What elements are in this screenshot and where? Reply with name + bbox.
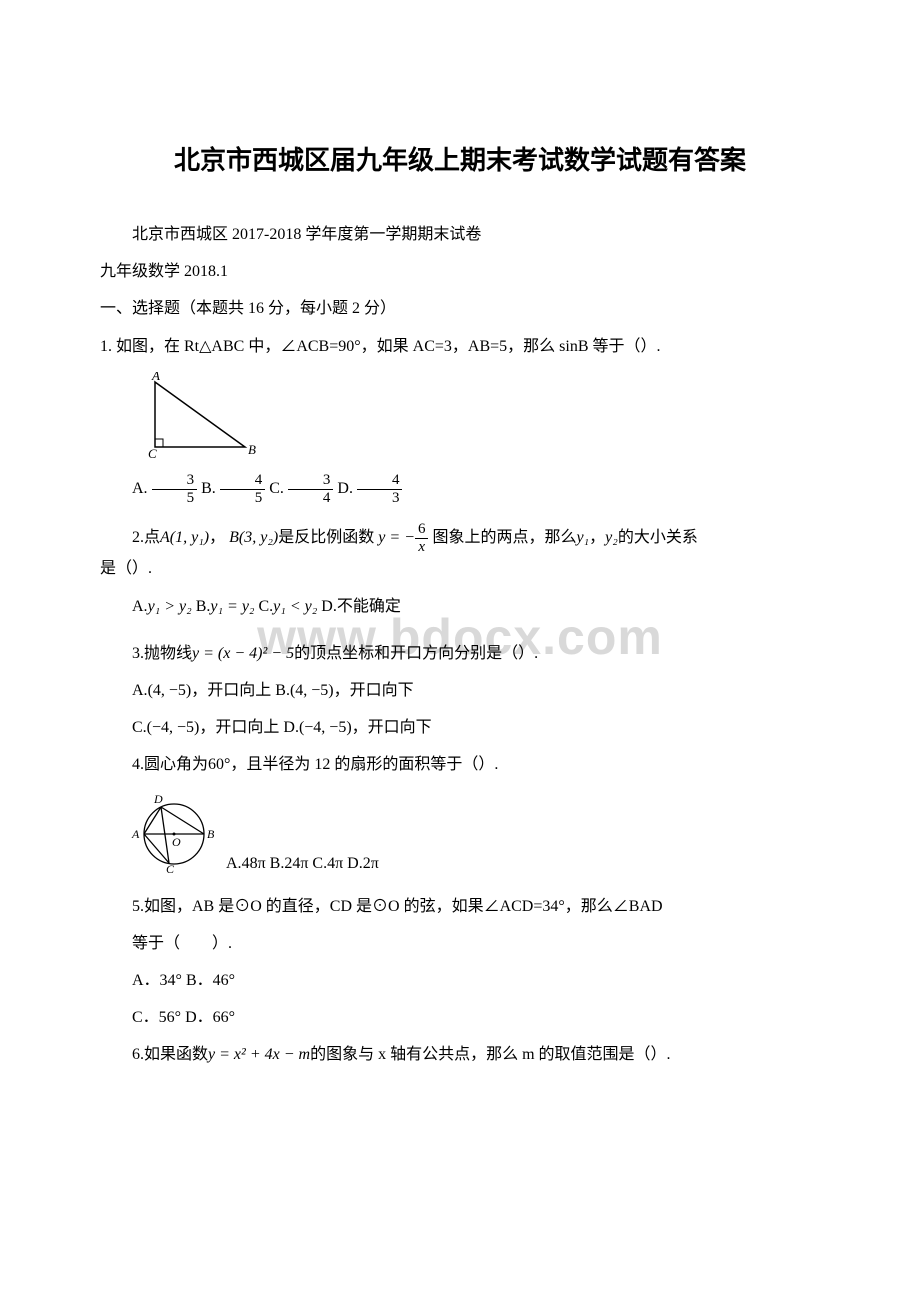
q2-options: A.y₁ > y₂ B.y₁ = y₂ C.y₁ < y₂ D.不能确定 xyxy=(100,589,820,624)
q5-options-cd: C．56° D．66° xyxy=(100,1000,820,1035)
page-title: 北京市西城区届九年级上期末考试数学试题有答案 xyxy=(100,140,820,177)
q4-text: 4.圆心角为60°，且半径为 12 的扇形的面积等于（）. xyxy=(100,747,820,782)
q5-options-ab: A．34° B．46° xyxy=(100,963,820,998)
q1-options: A. 35 B. 45 C. 34 D. 43 xyxy=(100,471,820,506)
q3-text: 3.抛物线y = (x − 4)² − 5的顶点坐标和开口方向分别是（）. xyxy=(100,636,820,671)
q2-text: 2.点A(1, y₁)， B(3, y₂)是反比例函数 y = −6x 图象上的… xyxy=(100,520,820,555)
q3-options-cd: C.(−4, −5)，开口向上 D.(−4, −5)，开口向下 xyxy=(100,710,820,745)
svg-text:C: C xyxy=(166,862,175,874)
q1-text: 1. 如图，在 Rt△ABC 中，∠ACB=90°，如果 AC=3，AB=5，那… xyxy=(100,329,820,364)
svg-text:D: D xyxy=(153,792,163,806)
svg-text:B: B xyxy=(248,442,256,457)
svg-text:O: O xyxy=(172,835,181,849)
svg-text:B: B xyxy=(207,827,215,841)
q6-text: 6.如果函数y = x² + 4x − m的图象与 x 轴有公共点，那么 m 的… xyxy=(100,1037,820,1072)
grade-line: 九年级数学 2018.1 xyxy=(100,254,820,289)
q2-text-cont: 是（）. xyxy=(100,551,820,586)
svg-text:A: A xyxy=(151,372,160,383)
q4-figure-row: A B C D O A.48π B.24π C.4π D.2π xyxy=(100,785,820,887)
svg-text:C: C xyxy=(148,446,157,461)
svg-text:A: A xyxy=(131,827,140,841)
q5-line2: 等于（ ）. xyxy=(100,926,820,961)
q3-options-ab: A.(4, −5)，开口向上 B.(4, −5)，开口向下 xyxy=(100,673,820,708)
subtitle: 北京市西城区 2017-2018 学年度第一学期期末试卷 xyxy=(100,217,820,252)
triangle-figure: A B C xyxy=(140,372,820,467)
circle-figure: A B C D O xyxy=(126,789,226,887)
q5-line1: 5.如图，AB 是⊙O 的直径，CD 是⊙O 的弦，如果∠ACD=34°，那么∠… xyxy=(100,889,820,924)
section-heading: 一、选择题（本题共 16 分，每小题 2 分） xyxy=(100,291,820,326)
q4-options: A.48π B.24π C.4π D.2π xyxy=(226,846,379,887)
